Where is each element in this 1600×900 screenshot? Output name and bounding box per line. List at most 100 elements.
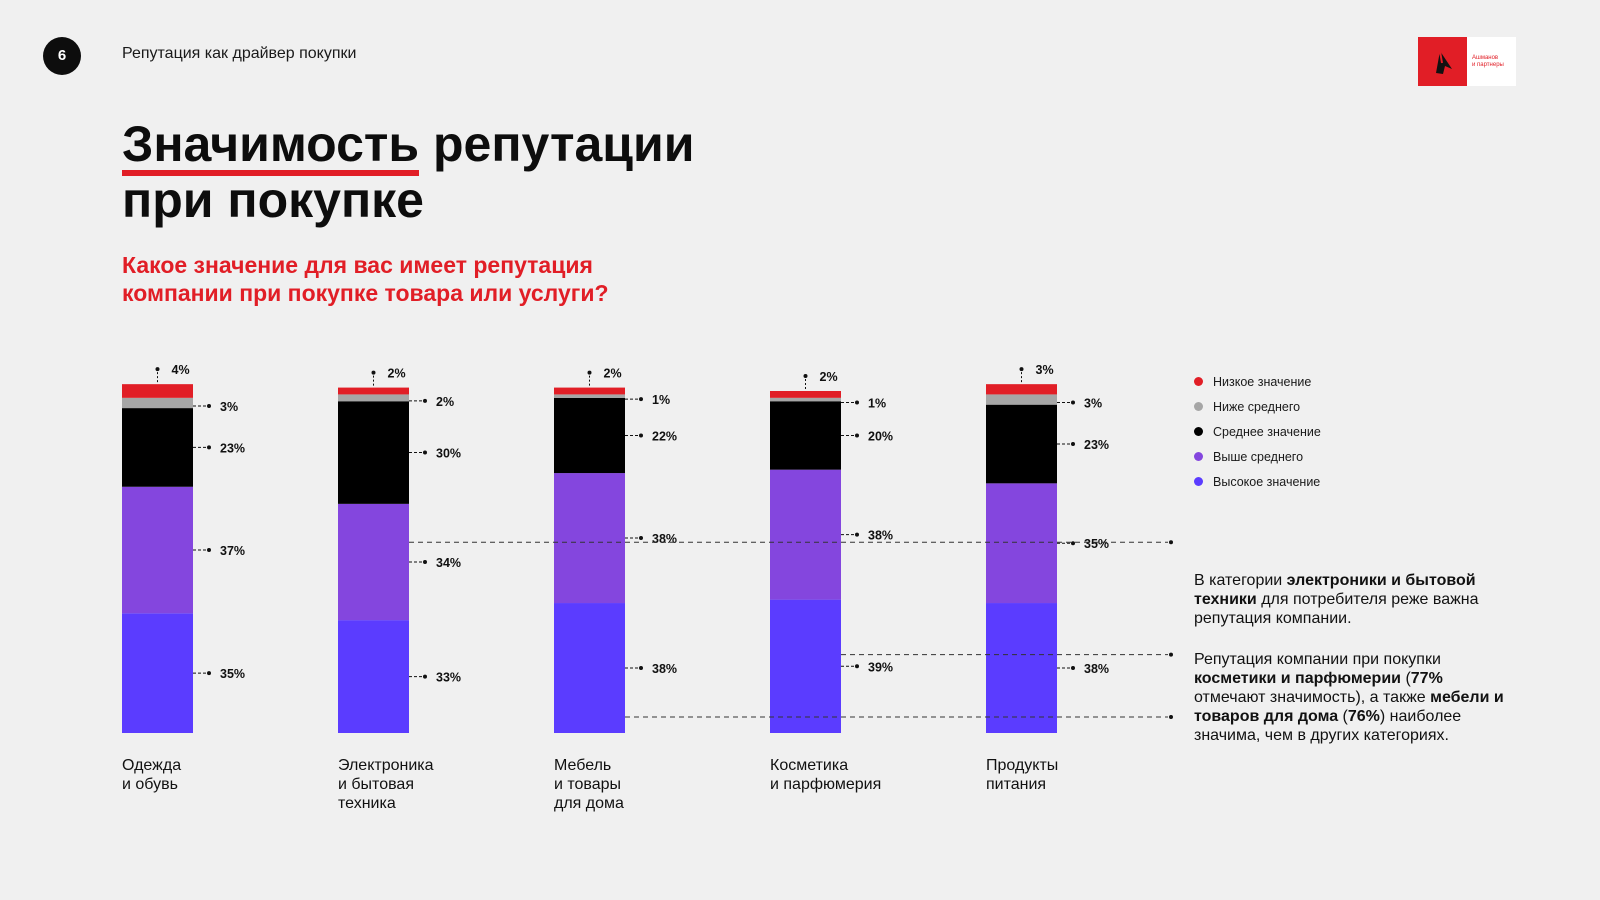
title-part2: репутации [419,116,695,172]
bar-segment-avg [338,401,409,504]
category-label-line: и товары [554,776,622,793]
bar-segment-avg [770,401,841,470]
category-label-line: питания [986,776,1047,793]
leader-dot [371,370,376,375]
note-emphasis: электроники и бытовой техники [1194,572,1476,608]
section-title: Репутация как драйвер покупки [122,45,357,62]
bar-segment-high [554,603,625,733]
legend-item-avg: Среднее значение [1194,419,1321,444]
leader-dot [1071,666,1075,671]
connector-dot [1169,652,1173,657]
legend-label: Ниже среднего [1213,399,1301,414]
legend-dot-icon [1194,377,1203,386]
bar-segment-low [986,384,1057,395]
bar-segment-low [338,387,409,395]
category-label-line: Продукты [986,757,1059,774]
logo-text-line2: и партнеры [1472,61,1504,68]
chart-legend: Низкое значение Ниже среднего Среднее знач… [1194,369,1321,494]
category-label-line: и парфюмерия [770,776,882,793]
bar-segment-high [122,613,193,733]
note-electronics: В категории электроники и бытовой техник… [1194,571,1504,628]
leader-dot [207,445,211,450]
legend-dot-icon [1194,427,1203,436]
leader-dot [207,671,211,676]
data-label: 30% [436,447,461,461]
leader-dot [639,536,643,541]
leader-dot [1071,400,1075,405]
bar-segment-below_avg [122,397,193,409]
data-label: 2% [604,367,622,381]
legend-item-below_avg: Ниже среднего [1194,394,1321,419]
category-label-line: Косметика [770,757,849,774]
bar-segment-above_avg [122,486,193,614]
bar-segment-low [554,387,625,395]
note-text: ( [1338,708,1348,725]
note-emphasis: 76% [1347,708,1380,725]
bar-segment-low [122,384,193,398]
company-logo: Ашманов и партнеры [1418,37,1516,86]
logo-text-line1: Ашманов [1472,54,1499,61]
data-label: 37% [220,544,245,558]
leader-dot [1071,442,1075,447]
category-label-line: и бытовая [338,776,414,793]
note-text: ) наиболее значима, чем в других категор… [1194,708,1462,744]
legend-label: Среднее значение [1213,424,1321,439]
leader-dot [423,398,427,403]
category-label: Косметика и парфюмерия [770,756,881,794]
legend-label: Выше среднего [1213,449,1304,464]
category-label-line: Одежда [122,757,182,774]
leader-dot [855,532,859,537]
legend-label: Высокое значение [1213,474,1321,489]
data-label: 23% [1084,438,1109,452]
bar-segment-above_avg [986,483,1057,604]
bar-segment-avg [554,397,625,474]
category-label-line: для дома [554,795,624,812]
note-text: ( [1401,670,1411,687]
category-label-line: и обувь [122,776,178,793]
logo-text: Ашманов и партнеры [1467,37,1516,86]
leader-dot [855,400,859,405]
bar-segment-high [338,620,409,733]
page-title: Значимость репутации при покупке [122,116,694,228]
leader-dot [639,433,643,438]
leader-dot [155,367,160,372]
data-label: 2% [388,367,406,381]
leader-dot [207,403,211,408]
data-label: 23% [220,441,245,455]
note-cosmetics-furniture: Репутация компании при покупки косметики… [1194,650,1504,745]
leader-dot [1019,367,1024,372]
category-label: Одежда и обувь [122,756,181,794]
legend-label: Низкое значение [1213,374,1312,389]
subtitle-line1: Какое значение для вас имеет репутация [122,252,593,278]
bar-segment-above_avg [770,469,841,600]
category-label-line: техника [338,795,396,812]
note-text: В категории [1194,572,1287,589]
data-label: 38% [652,662,677,676]
bar-segment-below_avg [338,394,409,402]
legend-item-high: Высокое значение [1194,469,1321,494]
bar-segment-high [986,603,1057,733]
data-label: 2% [436,395,454,409]
connector-dot [1169,540,1173,545]
leader-dot [803,374,808,378]
data-label: 35% [220,667,245,681]
bar-segment-low [770,391,841,398]
category-label: Мебель и товары для дома [554,756,624,813]
note-text: Репутация компании при покупки [1194,651,1441,668]
leader-dot [639,397,643,402]
note-emphasis: мебели и товаров для дома [1194,689,1504,725]
legend-item-low: Низкое значение [1194,369,1321,394]
data-label: 34% [436,556,461,570]
legend-dot-icon [1194,477,1203,486]
connector-dot [1169,715,1173,719]
data-label: 2% [820,370,838,384]
data-label: 35% [1084,537,1109,551]
data-label: 38% [1084,662,1109,676]
leader-dot [423,450,427,455]
data-label: 33% [436,671,461,685]
leader-dot [423,560,427,564]
bar-segment-below_avg [554,394,625,398]
leader-dot [855,664,859,669]
category-label: Электроника и бытовая техника [338,756,434,813]
data-label: 3% [220,400,238,414]
